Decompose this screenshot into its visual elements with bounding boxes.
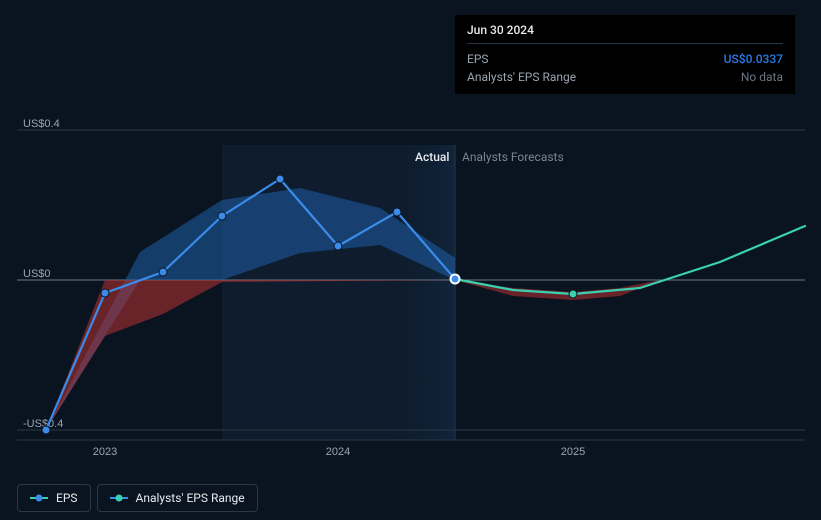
region-label-forecast: Analysts Forecasts [462,150,564,164]
legend-item-range[interactable]: Analysts' EPS Range [97,484,258,512]
svg-text:2024: 2024 [326,446,350,458]
eps-chart: US$0.4US$0-US$0.4202320242025 Jun 30 202… [0,0,821,520]
chart-tooltip: Jun 30 2024 EPS US$0.0337 Analysts' EPS … [455,15,795,94]
tooltip-value: No data [741,70,783,84]
legend-item-eps[interactable]: EPS [17,484,91,512]
tooltip-date: Jun 30 2024 [467,23,783,44]
svg-text:US$0.4: US$0.4 [23,118,60,130]
legend-label: Analysts' EPS Range [136,491,245,505]
tooltip-label: Analysts' EPS Range [467,70,576,84]
svg-text:2023: 2023 [93,446,117,458]
svg-text:US$0: US$0 [23,268,51,280]
tooltip-value: US$0.0337 [724,52,783,66]
tooltip-row-range: Analysts' EPS Range No data [467,68,783,86]
tooltip-row-eps: EPS US$0.0337 [467,50,783,68]
tooltip-label: EPS [467,52,489,66]
region-label-actual: Actual [415,150,449,164]
legend-label: EPS [56,491,78,505]
svg-text:2025: 2025 [561,446,585,458]
legend-swatch-icon [30,494,48,502]
chart-legend: EPS Analysts' EPS Range [17,484,258,512]
legend-swatch-icon [110,494,128,502]
